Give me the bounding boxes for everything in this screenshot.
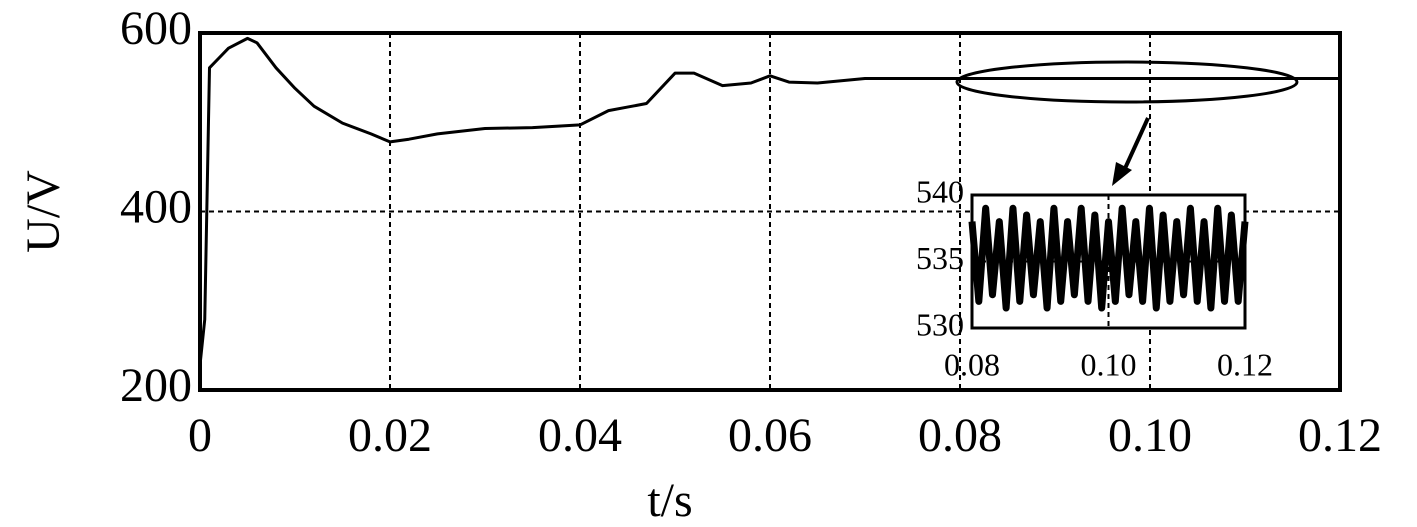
x-axis-label: t/s [647,474,692,527]
zoom-ellipse [955,60,1299,104]
frame-border [198,31,1342,392]
x-tick-label: 0.12 [1298,409,1382,462]
x-tick-label: 0.08 [944,346,1000,382]
x-tick-label: 0.10 [1108,409,1192,462]
y-tick-label: 600 [120,2,192,55]
y-tick-label: 540 [916,173,964,209]
data-line [198,36,1340,366]
y-tick-label: 400 [120,181,192,234]
zoom-arrow-head [1112,162,1132,186]
x-tick-label: 0.06 [728,409,812,462]
data-line [968,204,1249,312]
y-tick-label: 200 [120,359,192,412]
x-tick-label: 0.12 [1217,346,1273,382]
y-tick-label: 530 [916,306,964,342]
zoom-arrow [1120,117,1150,176]
y-tick-label: 535 [916,240,964,276]
x-tick-label: 0 [188,409,212,462]
y-axis-label: U/V [17,170,70,253]
x-tick-label: 0.10 [1081,346,1137,382]
x-tick-label: 0.02 [348,409,432,462]
x-tick-label: 0.04 [538,409,622,462]
x-tick-label: 0.08 [918,409,1002,462]
frame-border [970,193,1247,330]
